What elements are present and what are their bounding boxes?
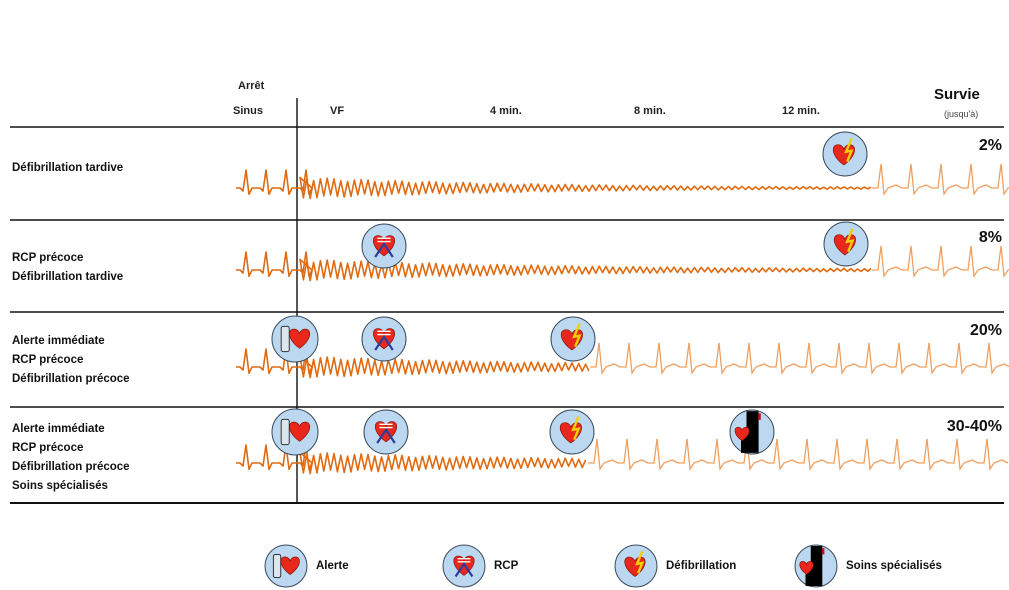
row-3-line-1: Alerte immédiate <box>12 335 105 347</box>
phone-heart-icon <box>271 315 319 363</box>
lightning-heart-icon <box>614 544 658 588</box>
legend-alerte-label: Alerte <box>316 560 349 572</box>
row-label-3: Alerte immédiate RCP précoce Défibrillat… <box>12 332 130 389</box>
row-4-line-1: Alerte immédiate <box>12 423 105 435</box>
lightning-heart-icon <box>823 221 869 267</box>
header-jusqua: (jusqu'à) <box>944 109 979 119</box>
row-2-line-1: RCP précoce <box>12 252 84 264</box>
header-sinus: Sinus <box>233 105 263 117</box>
header-vf: VF <box>330 105 345 117</box>
legend-defib: Défibrillation <box>612 542 736 590</box>
row-4-line-2: RCP précoce <box>12 442 84 454</box>
row-2-line-2: Défibrillation tardive <box>12 271 124 283</box>
ecg-trace-row-2 <box>236 251 872 282</box>
legend-defib-label: Défibrillation <box>666 560 737 572</box>
row-label-1: Défibrillation tardive <box>12 159 123 178</box>
row-label-2: RCP précoce Défibrillation tardive <box>12 249 123 287</box>
row-3-line-2: RCP précoce <box>12 354 84 366</box>
ecg-recovery-row-2 <box>872 245 1009 278</box>
ecg-trace-row-1 <box>236 169 872 200</box>
legend-soins-label: Soins spécialisés <box>846 560 942 572</box>
row-1-line-1: Défibrillation tardive <box>12 162 124 174</box>
intervention-icons <box>271 131 869 456</box>
cpr-hands-icon <box>361 223 407 269</box>
ecg-recovery-row-3 <box>590 342 1009 375</box>
lightning-heart-icon <box>822 131 868 177</box>
header-8min: 8 min. <box>634 105 666 117</box>
row-4-line-3: Défibrillation précoce <box>12 461 130 473</box>
legend-rcp-label: RCP <box>494 560 519 572</box>
row-4-line-4: Soins spécialisés <box>12 480 108 492</box>
survival-row-3: 20% <box>969 322 1002 339</box>
legend-alerte: Alerte <box>262 542 349 590</box>
paramedic-icon <box>729 409 775 455</box>
ecg-trace-row-4 <box>236 444 587 475</box>
ecg-recovery-row-1 <box>872 163 1009 196</box>
row-3-line-3: Défibrillation précoce <box>12 373 130 385</box>
header-12min: 12 min. <box>782 105 820 117</box>
lightning-heart-icon <box>549 409 595 455</box>
cpr-hands-icon <box>442 544 486 588</box>
legend-soins: Soins spécialisés <box>792 542 942 590</box>
row-label-4: Alerte immédiate RCP précoce Défibrillat… <box>12 420 130 496</box>
survival-row-4: 30-40% <box>946 418 1002 435</box>
phone-heart-icon <box>264 544 308 588</box>
legend-rcp: RCP <box>440 542 518 590</box>
survival-row-1: 2% <box>978 137 1002 154</box>
header-arret: Arrêt <box>238 80 265 92</box>
lightning-heart-icon <box>550 316 596 362</box>
cpr-hands-icon <box>363 409 409 455</box>
ecg-recovery-row-4 <box>588 438 1009 471</box>
header-survie: Survie <box>934 86 980 103</box>
survival-row-2: 8% <box>978 229 1002 246</box>
phone-heart-icon <box>271 408 319 456</box>
traces <box>236 163 1009 475</box>
paramedic-icon <box>794 544 838 588</box>
cpr-hands-icon <box>361 316 407 362</box>
header-4min: 4 min. <box>490 105 522 117</box>
